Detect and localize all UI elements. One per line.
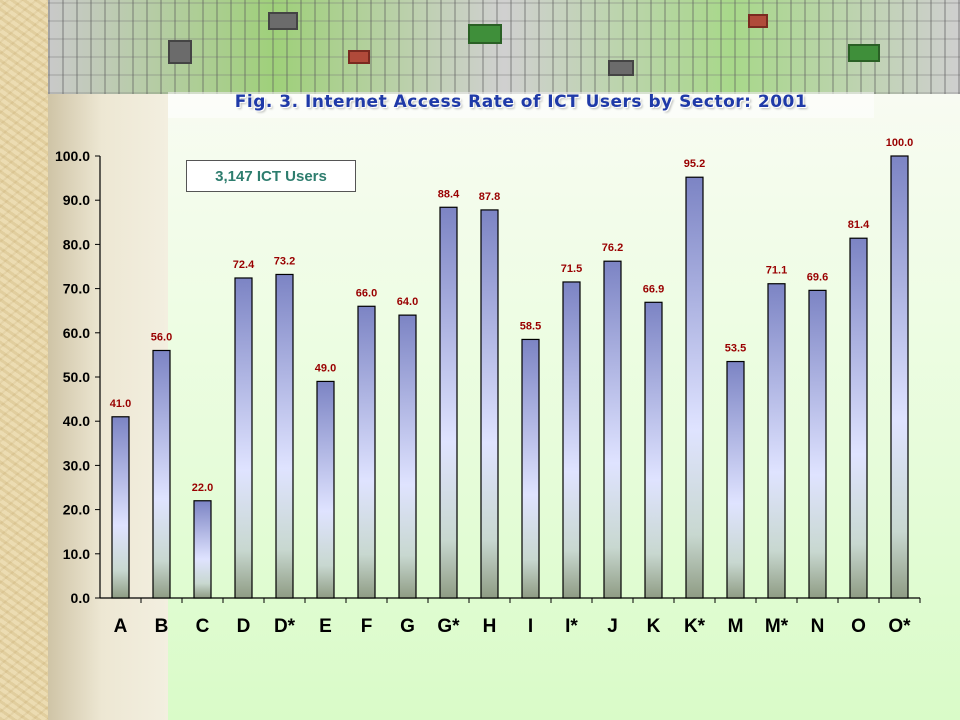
category-label: C bbox=[196, 616, 210, 637]
bar-c bbox=[193, 500, 212, 599]
data-label: 56.0 bbox=[151, 331, 172, 343]
circuit-banner bbox=[48, 0, 960, 94]
category-label: M bbox=[728, 616, 744, 637]
category-label: O* bbox=[888, 616, 911, 637]
bar-j bbox=[603, 260, 622, 599]
data-label: 76.2 bbox=[602, 242, 623, 254]
data-label: 95.2 bbox=[684, 158, 705, 170]
bar-o bbox=[849, 237, 868, 599]
category-label: I bbox=[528, 616, 533, 637]
y-tick-label: 20.0 bbox=[63, 502, 90, 518]
chip-decoration bbox=[608, 60, 634, 76]
category-label: B bbox=[155, 616, 169, 637]
bar-h bbox=[480, 209, 499, 599]
category-label: H bbox=[483, 616, 497, 637]
chip-decoration bbox=[348, 50, 370, 64]
bar-n bbox=[808, 289, 827, 599]
bar-i-star bbox=[562, 281, 581, 599]
category-label: D* bbox=[274, 616, 296, 637]
bar-g-star bbox=[439, 206, 458, 599]
y-tick-label: 90.0 bbox=[63, 192, 90, 208]
chip-decoration bbox=[268, 12, 298, 30]
category-label: K* bbox=[684, 616, 706, 637]
data-label: 100.0 bbox=[886, 137, 914, 149]
shade-strip bbox=[48, 0, 168, 720]
bar-o-star bbox=[890, 155, 909, 599]
category-label: O bbox=[851, 616, 866, 637]
bar-m-star bbox=[767, 283, 786, 599]
y-tick-label: 10.0 bbox=[63, 546, 90, 562]
chart-title: Fig. 3. Internet Access Rate of ICT User… bbox=[168, 92, 874, 118]
data-label: 73.2 bbox=[274, 255, 295, 267]
category-label: E bbox=[319, 616, 332, 637]
y-tick-label: 60.0 bbox=[63, 325, 90, 341]
data-label: 71.1 bbox=[766, 265, 787, 277]
bar-e bbox=[316, 380, 335, 599]
data-label: 41.0 bbox=[110, 398, 131, 410]
y-tick-label: 80.0 bbox=[63, 236, 90, 252]
category-label: N bbox=[811, 616, 825, 637]
bar-m bbox=[726, 360, 745, 599]
category-label: G bbox=[400, 616, 415, 637]
data-label: 64.0 bbox=[397, 296, 418, 308]
data-label: 69.6 bbox=[807, 271, 828, 283]
y-tick-label: 100.0 bbox=[55, 148, 90, 164]
category-label: I* bbox=[565, 616, 578, 637]
data-label: 53.5 bbox=[725, 343, 746, 355]
bar-d bbox=[234, 277, 253, 599]
bar-b bbox=[152, 349, 171, 599]
bar-i bbox=[521, 338, 540, 599]
y-tick-label: 0.0 bbox=[71, 590, 91, 606]
bar-k-star bbox=[685, 176, 704, 599]
category-label: A bbox=[114, 616, 128, 637]
y-tick-label: 50.0 bbox=[63, 369, 90, 385]
chip-decoration bbox=[848, 44, 880, 62]
chip-decoration bbox=[748, 14, 768, 28]
bar-a bbox=[111, 416, 130, 599]
ict-users-annotation: 3,147 ICT Users bbox=[186, 160, 356, 192]
bar-f bbox=[357, 305, 376, 599]
bar-d-star bbox=[275, 273, 294, 599]
data-label: 58.5 bbox=[520, 320, 541, 332]
data-label: 87.8 bbox=[479, 191, 500, 203]
y-tick-label: 70.0 bbox=[63, 281, 90, 297]
data-label: 71.5 bbox=[561, 263, 582, 275]
chip-decoration bbox=[168, 40, 192, 64]
data-label: 72.4 bbox=[233, 259, 255, 271]
data-label: 66.0 bbox=[356, 287, 377, 299]
data-label: 88.4 bbox=[438, 188, 460, 200]
category-label: K bbox=[647, 616, 661, 637]
chip-decoration bbox=[468, 24, 502, 44]
category-label: D bbox=[237, 616, 251, 637]
data-label: 22.0 bbox=[192, 482, 213, 494]
y-tick-label: 40.0 bbox=[63, 413, 90, 429]
bar-g bbox=[398, 314, 417, 599]
category-label: M* bbox=[765, 616, 789, 637]
data-label: 66.9 bbox=[643, 283, 664, 295]
category-label: J bbox=[607, 616, 618, 637]
data-label: 81.4 bbox=[848, 219, 870, 231]
category-label: F bbox=[361, 616, 373, 637]
bar-k bbox=[644, 301, 663, 599]
data-label: 49.0 bbox=[315, 362, 336, 374]
parchment-strip bbox=[0, 0, 48, 720]
y-tick-label: 30.0 bbox=[63, 457, 90, 473]
category-label: G* bbox=[437, 616, 460, 637]
